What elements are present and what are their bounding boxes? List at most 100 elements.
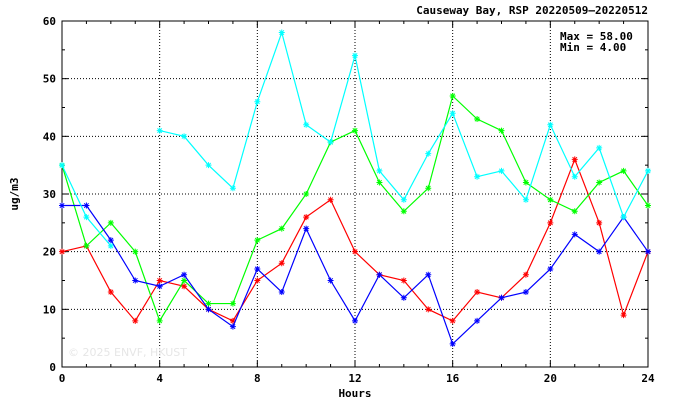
data-point bbox=[596, 248, 603, 255]
data-point bbox=[229, 185, 236, 192]
y-tick-label: 30 bbox=[43, 188, 56, 201]
y-axis-label: ug/m3 bbox=[8, 177, 21, 210]
x-tick-label: 20 bbox=[544, 372, 557, 385]
data-point bbox=[59, 162, 65, 169]
data-point bbox=[59, 248, 65, 255]
data-point bbox=[205, 162, 212, 169]
data-point bbox=[303, 121, 310, 128]
data-point bbox=[449, 317, 456, 324]
data-point bbox=[327, 277, 334, 284]
data-point bbox=[229, 300, 236, 307]
data-point bbox=[59, 202, 65, 209]
data-point bbox=[620, 214, 627, 221]
data-point bbox=[425, 306, 432, 313]
data-point bbox=[303, 191, 310, 197]
data-point bbox=[620, 167, 627, 174]
data-point bbox=[425, 150, 432, 157]
data-point bbox=[522, 271, 529, 278]
data-point bbox=[498, 294, 505, 301]
data-point bbox=[107, 242, 114, 249]
data-point bbox=[522, 179, 529, 186]
data-point bbox=[596, 179, 603, 186]
data-point bbox=[132, 277, 139, 284]
data-point bbox=[522, 289, 529, 296]
data-point bbox=[352, 127, 358, 134]
max-label: Max = 58.00 bbox=[560, 30, 633, 43]
data-point bbox=[132, 317, 139, 324]
y-tick-label: 10 bbox=[43, 303, 56, 316]
data-point bbox=[474, 317, 481, 324]
data-point bbox=[400, 294, 407, 301]
grid bbox=[62, 21, 648, 367]
data-point bbox=[645, 202, 651, 209]
data-point bbox=[547, 196, 554, 203]
data-point bbox=[474, 289, 481, 296]
data-point bbox=[400, 277, 407, 284]
data-point bbox=[83, 242, 90, 249]
data-point bbox=[376, 167, 383, 174]
data-point bbox=[107, 289, 114, 296]
data-point bbox=[571, 208, 578, 215]
data-point bbox=[352, 248, 358, 255]
data-point bbox=[132, 248, 139, 255]
data-point bbox=[205, 306, 212, 313]
data-point bbox=[400, 196, 407, 203]
data-point bbox=[352, 317, 358, 324]
data-point bbox=[278, 260, 285, 267]
chart-title: Causeway Bay, RSP 20220509–20220512 bbox=[416, 4, 648, 17]
data-point bbox=[571, 231, 578, 238]
data-point bbox=[596, 144, 603, 151]
data-point bbox=[498, 127, 505, 134]
data-point bbox=[254, 98, 261, 105]
x-tick-label: 4 bbox=[156, 372, 163, 385]
y-tick-label: 20 bbox=[43, 246, 56, 259]
data-point bbox=[278, 289, 285, 296]
data-point bbox=[83, 214, 90, 221]
data-point bbox=[278, 29, 285, 36]
data-point bbox=[254, 265, 261, 272]
x-tick-label: 0 bbox=[59, 372, 66, 385]
data-point bbox=[254, 237, 261, 244]
y-tick-label: 0 bbox=[49, 361, 56, 374]
x-axis-label: Hours bbox=[338, 387, 371, 400]
data-point bbox=[83, 202, 90, 209]
data-point bbox=[181, 271, 188, 278]
data-point bbox=[229, 317, 236, 324]
data-point bbox=[303, 214, 310, 221]
data-point bbox=[181, 133, 188, 140]
min-label: Min = 4.00 bbox=[560, 41, 626, 54]
data-point bbox=[474, 116, 481, 123]
y-tick-label: 50 bbox=[43, 73, 56, 86]
x-tick-label: 16 bbox=[446, 372, 460, 385]
data-point bbox=[156, 317, 163, 324]
data-point bbox=[449, 110, 456, 117]
watermark: © 2025 ENVF, HKUST bbox=[68, 346, 187, 359]
data-point bbox=[449, 92, 456, 99]
data-point bbox=[474, 173, 481, 180]
series-1 bbox=[59, 92, 651, 324]
data-point bbox=[547, 265, 554, 272]
data-point bbox=[254, 277, 261, 284]
data-point bbox=[181, 277, 188, 284]
y-tick-label: 40 bbox=[43, 130, 56, 143]
data-point bbox=[620, 312, 627, 319]
data-point bbox=[107, 219, 114, 226]
data-point bbox=[596, 219, 603, 226]
y-tick-label: 60 bbox=[43, 15, 56, 28]
data-point bbox=[156, 283, 163, 290]
data-point bbox=[376, 271, 383, 278]
data-point bbox=[498, 167, 505, 174]
x-tick-label: 12 bbox=[348, 372, 361, 385]
x-tick-label: 8 bbox=[254, 372, 261, 385]
data-point bbox=[400, 208, 407, 215]
data-point bbox=[645, 167, 651, 174]
data-point bbox=[376, 179, 383, 186]
data-point bbox=[156, 127, 163, 134]
data-point bbox=[156, 277, 163, 284]
data-point bbox=[547, 219, 554, 226]
series-group bbox=[59, 29, 651, 347]
data-point bbox=[303, 225, 310, 232]
data-point bbox=[327, 196, 334, 203]
data-point bbox=[205, 300, 212, 307]
